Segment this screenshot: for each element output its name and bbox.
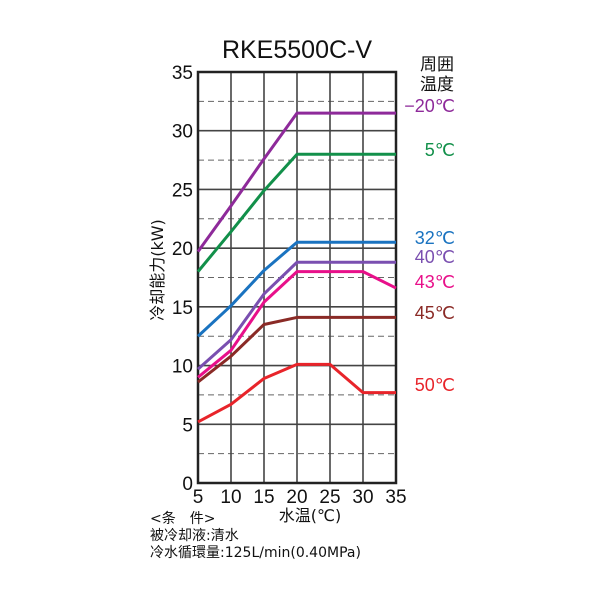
plot-frame <box>196 70 398 485</box>
y-tick-label: 10 <box>172 357 193 378</box>
legend-label: 5℃ <box>425 140 455 160</box>
legend-label: 43℃ <box>415 272 455 292</box>
series-line <box>196 111 396 253</box>
x-tick-label: 20 <box>286 487 307 508</box>
y-axis-label: 冷却能力(kW) <box>148 219 167 321</box>
x-tick-label: 30 <box>352 487 373 508</box>
series-line <box>197 260 396 371</box>
y-tick-label: 15 <box>172 298 193 319</box>
x-axis-label: 水温(℃) <box>279 506 341 525</box>
y-tick-label: 5 <box>182 415 193 436</box>
legend-label: −20℃ <box>404 96 455 116</box>
chart-title: RKE5500C-V <box>222 36 372 64</box>
y-tick-label: 30 <box>172 122 193 143</box>
x-tick-label: 10 <box>220 487 241 508</box>
y-tick-label: 0 <box>182 474 193 495</box>
x-tick-label: 35 <box>385 487 406 508</box>
conditions-heading: <条 件> <box>150 511 216 527</box>
series-line <box>196 240 396 338</box>
series-line <box>197 315 396 384</box>
conditions-flow: 冷水循環量:125L/min(0.40MPa) <box>150 545 361 561</box>
x-tick-label: 25 <box>319 487 340 508</box>
x-tick-label: 5 <box>193 487 204 508</box>
series-line <box>196 152 396 273</box>
y-tick-label: 35 <box>172 63 193 84</box>
x-tick-label: 15 <box>253 487 274 508</box>
series-line <box>197 362 396 424</box>
series-line <box>197 270 397 379</box>
legend-label: 45℃ <box>415 303 455 323</box>
legend-label: 32℃ <box>415 228 455 248</box>
legend-label: 40℃ <box>415 247 455 267</box>
conditions-fluid: 被冷却液:清水 <box>150 528 239 544</box>
legend-label: 50℃ <box>415 375 455 395</box>
y-tick-label: 25 <box>172 180 193 201</box>
y-tick-label: 20 <box>172 239 193 260</box>
legend-title: 周囲 <box>420 55 454 75</box>
legend-title: 温度 <box>420 75 454 95</box>
